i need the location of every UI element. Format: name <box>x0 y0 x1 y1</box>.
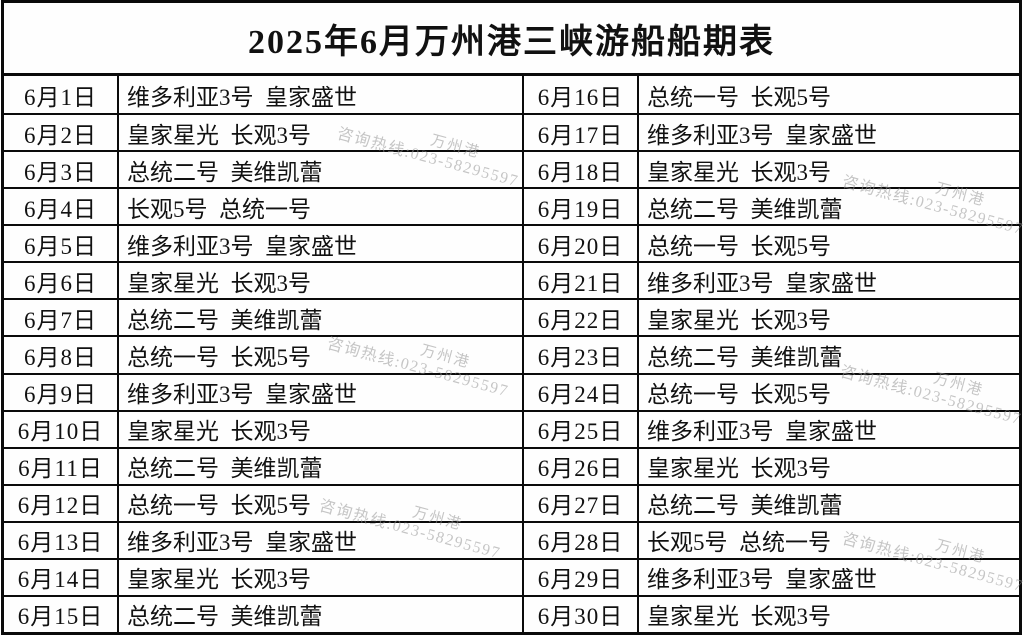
ships-cell: 总统一号 长观5号 <box>117 483 522 521</box>
date-cell: 6月6日 <box>4 261 117 298</box>
ships-cell: 维多利亚3号 皇家盛世 <box>117 224 522 262</box>
date-cell: 6月23日 <box>522 335 637 373</box>
ships-cell: 维多利亚3号 皇家盛世 <box>637 557 1019 595</box>
ships-cell: 皇家星光 长观3号 <box>637 594 1019 632</box>
date-cell: 6月26日 <box>522 446 637 484</box>
ships-cell: 总统一号 长观5号 <box>637 372 1019 410</box>
date-cell: 6月10日 <box>4 409 117 447</box>
date-cell: 6月4日 <box>4 187 117 224</box>
ships-cell: 总统一号 长观5号 <box>117 335 522 373</box>
ships-cell: 维多利亚3号 皇家盛世 <box>637 113 1019 151</box>
ships-cell: 皇家星光 长观3号 <box>117 261 522 299</box>
ships-cell: 维多利亚3号 皇家盛世 <box>637 261 1019 299</box>
ships-cell: 皇家星光 长观3号 <box>117 409 522 447</box>
date-cell: 6月19日 <box>522 187 637 225</box>
schedule-table: 6月1日 维多利亚3号 皇家盛世 6月16日 总统一号 长观5号 6月2日 皇家星光 长观… <box>4 76 1019 632</box>
ships-cell: 维多利亚3号 皇家盛世 <box>637 409 1019 447</box>
date-cell: 6月29日 <box>522 557 637 595</box>
ships-cell: 总统一号 长观5号 <box>637 224 1019 262</box>
ships-cell: 总统二号 美维凯蕾 <box>637 187 1019 225</box>
date-cell: 6月5日 <box>4 224 117 261</box>
date-cell: 6月1日 <box>24 84 97 110</box>
date-cell: 6月27日 <box>522 483 637 521</box>
title-row: 2025年6月万州港三峡游船船期表 <box>4 3 1019 76</box>
ships-cell: 皇家星光 长观3号 <box>637 446 1019 484</box>
ships-cell: 维多利亚3号 皇家盛世 <box>117 372 522 410</box>
date-cell: 6月17日 <box>522 113 637 151</box>
date-cell: 6月21日 <box>522 261 637 299</box>
date-cell: 6月8日 <box>4 335 117 372</box>
date-cell: 6月12日 <box>4 483 117 521</box>
ships-cell: 长观5号 总统一号 <box>637 520 1019 558</box>
date-cell: 6月30日 <box>522 594 637 632</box>
date-cell: 6月14日 <box>4 557 117 595</box>
date-cell: 6月11日 <box>4 446 117 484</box>
ships-cell: 维多利亚3号 皇家盛世 <box>117 520 522 558</box>
date-cell: 6月20日 <box>522 224 637 262</box>
ships-cell: 总统二号 美维凯蕾 <box>117 150 522 188</box>
ships-cell: 总统二号 美维凯蕾 <box>117 298 522 336</box>
ships-cell: 维多利亚3号 皇家盛世 <box>117 76 522 114</box>
date-cell: 6月2日 <box>4 113 117 150</box>
date-cell: 6月9日 <box>4 372 117 410</box>
page-title: 2025年6月万州港三峡游船船期表 <box>248 23 775 61</box>
date-cell: 6月25日 <box>522 409 637 447</box>
ships-cell: 总统二号 美维凯蕾 <box>117 446 522 484</box>
ships-cell: 皇家星光 长观3号 <box>117 557 522 595</box>
date-cell: 6月18日 <box>522 150 637 188</box>
ships-cell: 皇家星光 长观3号 <box>637 150 1019 188</box>
date-cell: 6月7日 <box>4 298 117 335</box>
ships-cell: 总统一号 长观5号 <box>637 76 1019 114</box>
ships-cell: 长观5号 总统一号 <box>117 187 522 225</box>
date-cell: 6月28日 <box>522 520 637 558</box>
date-cell: 6月24日 <box>522 372 637 410</box>
ships-cell: 总统二号 美维凯蕾 <box>117 594 522 632</box>
date-cell: 6月3日 <box>4 150 117 187</box>
date-cell: 6月15日 <box>4 594 117 632</box>
ships-cell: 皇家星光 长观3号 <box>637 298 1019 336</box>
date-cell: 6月13日 <box>4 520 117 558</box>
date-cell: 6月22日 <box>522 298 637 336</box>
ships-cell: 皇家星光 长观3号 <box>117 113 522 151</box>
ships-cell: 总统二号 美维凯蕾 <box>637 483 1019 521</box>
ships-cell: 总统二号 美维凯蕾 <box>637 335 1019 373</box>
date-cell: 6月16日 <box>522 76 637 114</box>
